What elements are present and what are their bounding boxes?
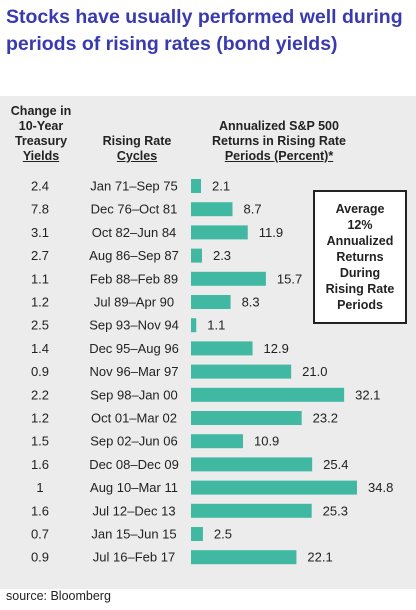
cycle-label: Oct 82–Jun 84 [92, 225, 177, 240]
bar-value-label: 2.5 [214, 527, 232, 542]
yield-change-label: 2.2 [31, 387, 49, 402]
yield-change-label: 0.9 [31, 550, 49, 565]
average-callout: Average 12% Annualized Returns During Ri… [313, 190, 407, 324]
yield-change-label: 0.7 [31, 527, 49, 542]
yield-change-label: 1.4 [31, 341, 49, 356]
bar-value-label: 10.9 [254, 434, 279, 449]
cycle-label: Jul 12–Dec 13 [92, 503, 175, 518]
source-note: source: Bloomberg [6, 589, 111, 603]
header-cycles-line-2: Cycles [116, 149, 158, 163]
bar [191, 411, 302, 425]
bar [191, 550, 297, 565]
callout-line-1: Average [335, 202, 385, 216]
bar [191, 434, 243, 449]
yield-change-label: 1.2 [31, 411, 49, 426]
bar [191, 457, 313, 472]
cycle-label: Feb 88–Feb 89 [90, 271, 178, 286]
header-cycles-line-1: Rising Rate [102, 134, 172, 148]
cycle-label: Sep 02–Jun 06 [90, 434, 177, 449]
callout-line-2: 12% [347, 218, 373, 232]
bar [191, 364, 292, 379]
bar [191, 271, 266, 286]
bar [191, 503, 312, 518]
callout-line-3: Annualized [326, 234, 394, 248]
header-yield-line-2: 10-Year [18, 119, 64, 133]
chart-title: Stocks have usually performed well durin… [6, 6, 403, 55]
header-yield-line-1: Change in [10, 104, 72, 118]
bar-value-label: 8.7 [244, 202, 262, 217]
header-returns-line-3: Periods (Percent)* [224, 149, 334, 163]
yield-change-label: 1.5 [31, 434, 49, 449]
bar [191, 341, 253, 356]
header-yield-line-3: Treasury [14, 134, 68, 148]
callout-line-6: Rising Rate [325, 282, 395, 296]
bar [191, 527, 203, 541]
yield-change-label: 1.1 [31, 271, 49, 286]
bar-value-label: 23.2 [313, 411, 338, 426]
cycle-label: Jan 71–Sep 75 [90, 179, 177, 194]
bar-value-label: 25.3 [323, 503, 348, 518]
cycle-label: Aug 86–Sep 87 [89, 248, 179, 263]
cycle-label: Jan 15–Jun 15 [91, 527, 176, 542]
header-cycles: Rising Rate Cycles [82, 134, 192, 164]
yield-change-label: 1.6 [31, 457, 49, 472]
header-returns-line-1: Annualized S&P 500 [219, 119, 339, 133]
bar [191, 179, 202, 193]
yield-change-label: 1.2 [31, 295, 49, 310]
cycle-label: Aug 10–Mar 11 [90, 480, 178, 495]
bar [191, 225, 248, 240]
bar-value-label: 12.9 [264, 341, 289, 356]
yield-change-label: 1.6 [31, 503, 49, 518]
bar-value-label: 21.0 [302, 364, 327, 379]
cycle-label: Jul 89–Apr 90 [94, 295, 174, 310]
cycle-label: Oct 01–Mar 02 [91, 411, 177, 426]
yield-change-label: 2.5 [31, 318, 49, 333]
bar-value-label: 2.3 [213, 248, 231, 263]
callout-line-7: Periods [337, 298, 383, 312]
cycle-label: Sep 98–Jan 00 [90, 387, 177, 402]
cycle-label: Dec 76–Oct 81 [91, 202, 178, 217]
cycle-label: Sep 93–Nov 94 [89, 318, 179, 333]
header-returns: Annualized S&P 500 Returns in Rising Rat… [190, 119, 368, 164]
yield-change-label: 0.9 [31, 364, 49, 379]
yield-change-label: 7.8 [31, 202, 49, 217]
bar [191, 202, 233, 217]
cycle-label: Dec 08–Dec 09 [89, 457, 179, 472]
bar-value-label: 2.1 [212, 179, 230, 194]
yield-change-label: 1 [36, 480, 43, 495]
cycle-label: Jul 16–Feb 17 [93, 550, 175, 565]
bar [191, 295, 231, 309]
yield-change-label: 3.1 [31, 225, 49, 240]
bar-value-label: 11.9 [259, 225, 283, 240]
header-yield-line-4: Yields [22, 149, 60, 163]
bar [191, 387, 345, 402]
bar-value-label: 34.8 [368, 480, 393, 495]
bar-value-label: 15.7 [277, 271, 302, 286]
cycle-label: Dec 95–Aug 96 [89, 341, 179, 356]
callout-line-5: During [339, 266, 381, 280]
bar [191, 480, 357, 495]
cycle-label: Nov 96–Mar 97 [90, 364, 179, 379]
header-returns-line-2: Returns in Rising Rate [211, 134, 347, 148]
header-yield-change: Change in 10-Year Treasury Yields [4, 104, 78, 164]
bar-value-label: 8.3 [242, 295, 260, 310]
bar [191, 248, 202, 263]
bar-value-label: 1.1 [207, 318, 225, 333]
bar-value-label: 22.1 [307, 550, 332, 565]
bar [191, 318, 197, 333]
yield-change-label: 2.4 [31, 179, 49, 194]
bar-value-label: 25.4 [323, 457, 348, 472]
yield-change-label: 2.7 [31, 248, 49, 263]
bar-value-label: 32.1 [355, 387, 380, 402]
callout-line-4: Returns [336, 250, 384, 264]
